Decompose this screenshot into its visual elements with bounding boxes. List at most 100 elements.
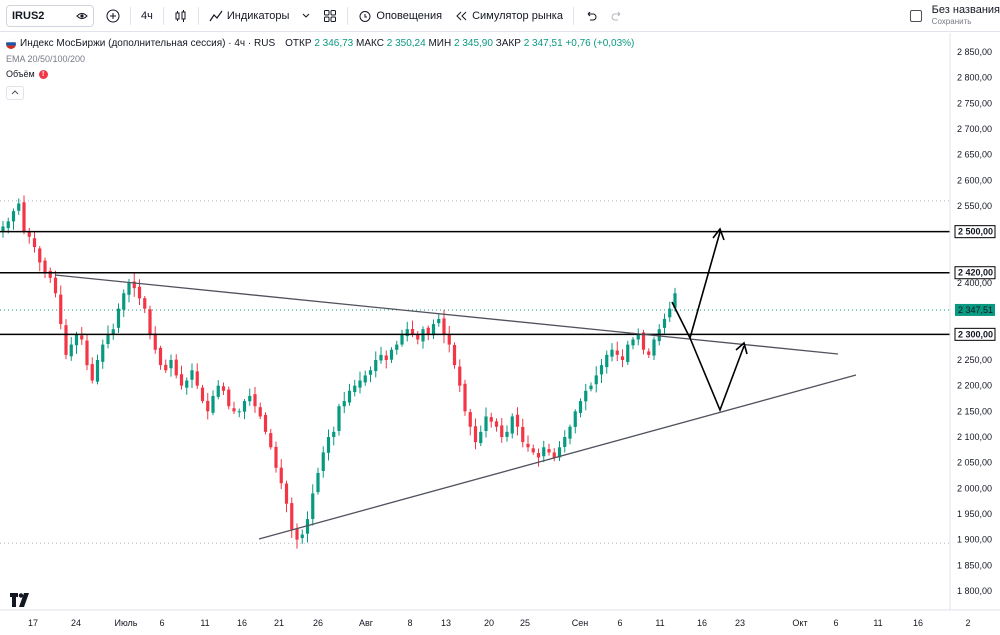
current-price-tag <box>955 303 995 316</box>
candle-body <box>489 417 493 422</box>
current-price-label: 2 347,51 <box>958 305 993 315</box>
candle-body <box>211 395 215 413</box>
collapse-legend-button[interactable] <box>6 86 24 100</box>
candle-body <box>253 394 257 407</box>
candle-body <box>122 293 126 310</box>
add-symbol-button[interactable] <box>100 4 126 28</box>
candle-body <box>421 329 425 342</box>
ema-legend[interactable]: EMA 20/50/100/200 <box>6 54 86 64</box>
candle-body <box>395 344 399 350</box>
alarm-clock-icon <box>359 10 371 22</box>
time-tick-label: 21 <box>274 618 284 628</box>
candle-body <box>610 349 614 357</box>
candle-body <box>290 503 294 530</box>
candle-body <box>636 334 640 340</box>
candle-body <box>347 390 352 403</box>
timeframe-button[interactable]: 4ч <box>135 4 159 28</box>
low-label: МИН <box>428 38 452 49</box>
change-value: +0,76 (+0,03%) <box>565 38 635 49</box>
price-tick-label: 2 550,00 <box>957 201 992 211</box>
price-tick-label: 2 800,00 <box>957 73 992 83</box>
candle-body <box>127 283 131 295</box>
volume-legend[interactable]: Объём ! <box>6 69 48 79</box>
level-price-label: 2 300,00 <box>958 329 993 339</box>
candle-body <box>657 329 661 342</box>
symbol-search-box[interactable]: IRUS2 <box>6 4 94 27</box>
time-tick-label: 6 <box>617 618 622 628</box>
series-legend: Индекс МосБиржи (дополнительная сессия) … <box>6 38 634 49</box>
price-tick-label: 2 850,00 <box>957 47 992 57</box>
candle-body <box>1 226 5 232</box>
tradingview-logo[interactable] <box>10 593 32 611</box>
descending-trendline <box>54 274 839 355</box>
russia-flag-icon <box>6 38 16 49</box>
layout-checkbox[interactable] <box>909 10 922 22</box>
candle-body <box>153 333 157 350</box>
candle-body <box>615 350 619 355</box>
candle-body <box>316 472 320 493</box>
time-tick-label: 6 <box>833 618 838 628</box>
time-tick-label: 25 <box>520 618 530 628</box>
toolbar-divider <box>130 6 131 25</box>
candle-body <box>416 334 420 340</box>
candle-body <box>668 308 672 318</box>
layouts-button[interactable] <box>317 4 343 28</box>
user-drawings[interactable] <box>0 227 950 540</box>
time-tick-label: 11 <box>655 618 664 628</box>
candle-body <box>353 385 357 393</box>
indicators-button[interactable]: Индикаторы <box>203 4 318 28</box>
price-tick-label: 2 250,00 <box>957 355 992 365</box>
time-tick-label: 17 <box>28 618 38 628</box>
watchlist-icon[interactable] <box>76 10 88 22</box>
open-label: ОТКР <box>285 38 312 49</box>
chevron-up-icon <box>11 90 19 95</box>
save-layout-button[interactable]: Без названия Сохранить <box>932 5 1000 27</box>
candle-body <box>311 493 315 519</box>
candle-body <box>17 203 21 211</box>
price-tick-label: 1 950,00 <box>957 509 992 519</box>
level-price-tag <box>954 225 996 239</box>
candle-body <box>368 370 373 375</box>
candle-body <box>442 318 446 335</box>
candle-body <box>641 332 646 350</box>
time-tick-label: 16 <box>237 618 247 628</box>
close-label: ЗАКР <box>495 38 521 49</box>
time-tick-label: Июль <box>115 618 138 628</box>
candle-body <box>305 519 310 534</box>
replay-button[interactable]: Симулятор рынка <box>448 4 569 28</box>
candle-body <box>101 344 105 362</box>
candle-body <box>95 360 100 382</box>
candle-body <box>400 334 404 345</box>
candle-body <box>143 298 147 309</box>
time-tick-label: 13 <box>441 618 451 628</box>
save-label: Сохранить <box>931 17 972 26</box>
candle-body <box>64 325 68 355</box>
price-axis[interactable]: 2 850,00 2 800,00 2 750,00 2 700,00 2 650,00… <box>949 33 1000 635</box>
candle-body <box>22 202 26 232</box>
undo-button[interactable] <box>578 4 604 28</box>
candle-body <box>148 309 152 335</box>
candle-body <box>221 386 226 391</box>
price-tick-label: 1 850,00 <box>957 560 992 570</box>
ascending-trendline <box>258 374 857 540</box>
candle-body <box>510 416 514 434</box>
time-tick-label: 6 <box>159 618 164 628</box>
candle-body <box>337 406 341 431</box>
candle-body <box>111 329 115 335</box>
candle-body <box>479 431 483 444</box>
candle-body <box>216 385 220 397</box>
redo-icon <box>611 11 621 20</box>
indicators-icon <box>209 10 223 21</box>
candle-body <box>384 355 388 360</box>
candle-body <box>473 426 478 443</box>
redo-button[interactable] <box>604 4 630 28</box>
alerts-button[interactable]: Оповещения <box>352 4 448 28</box>
candle-body <box>164 364 168 371</box>
candle-body <box>258 407 262 417</box>
candle-body <box>195 371 199 386</box>
price-tick-label: 1 800,00 <box>957 586 992 596</box>
candle-body <box>59 294 63 325</box>
time-axis[interactable]: 17 24 Июль 6 11 16 21 26 Авг 8 13 20 25 Сен 6 11 16 23 Окт… <box>0 609 1000 628</box>
chart-type-button[interactable] <box>168 4 194 28</box>
